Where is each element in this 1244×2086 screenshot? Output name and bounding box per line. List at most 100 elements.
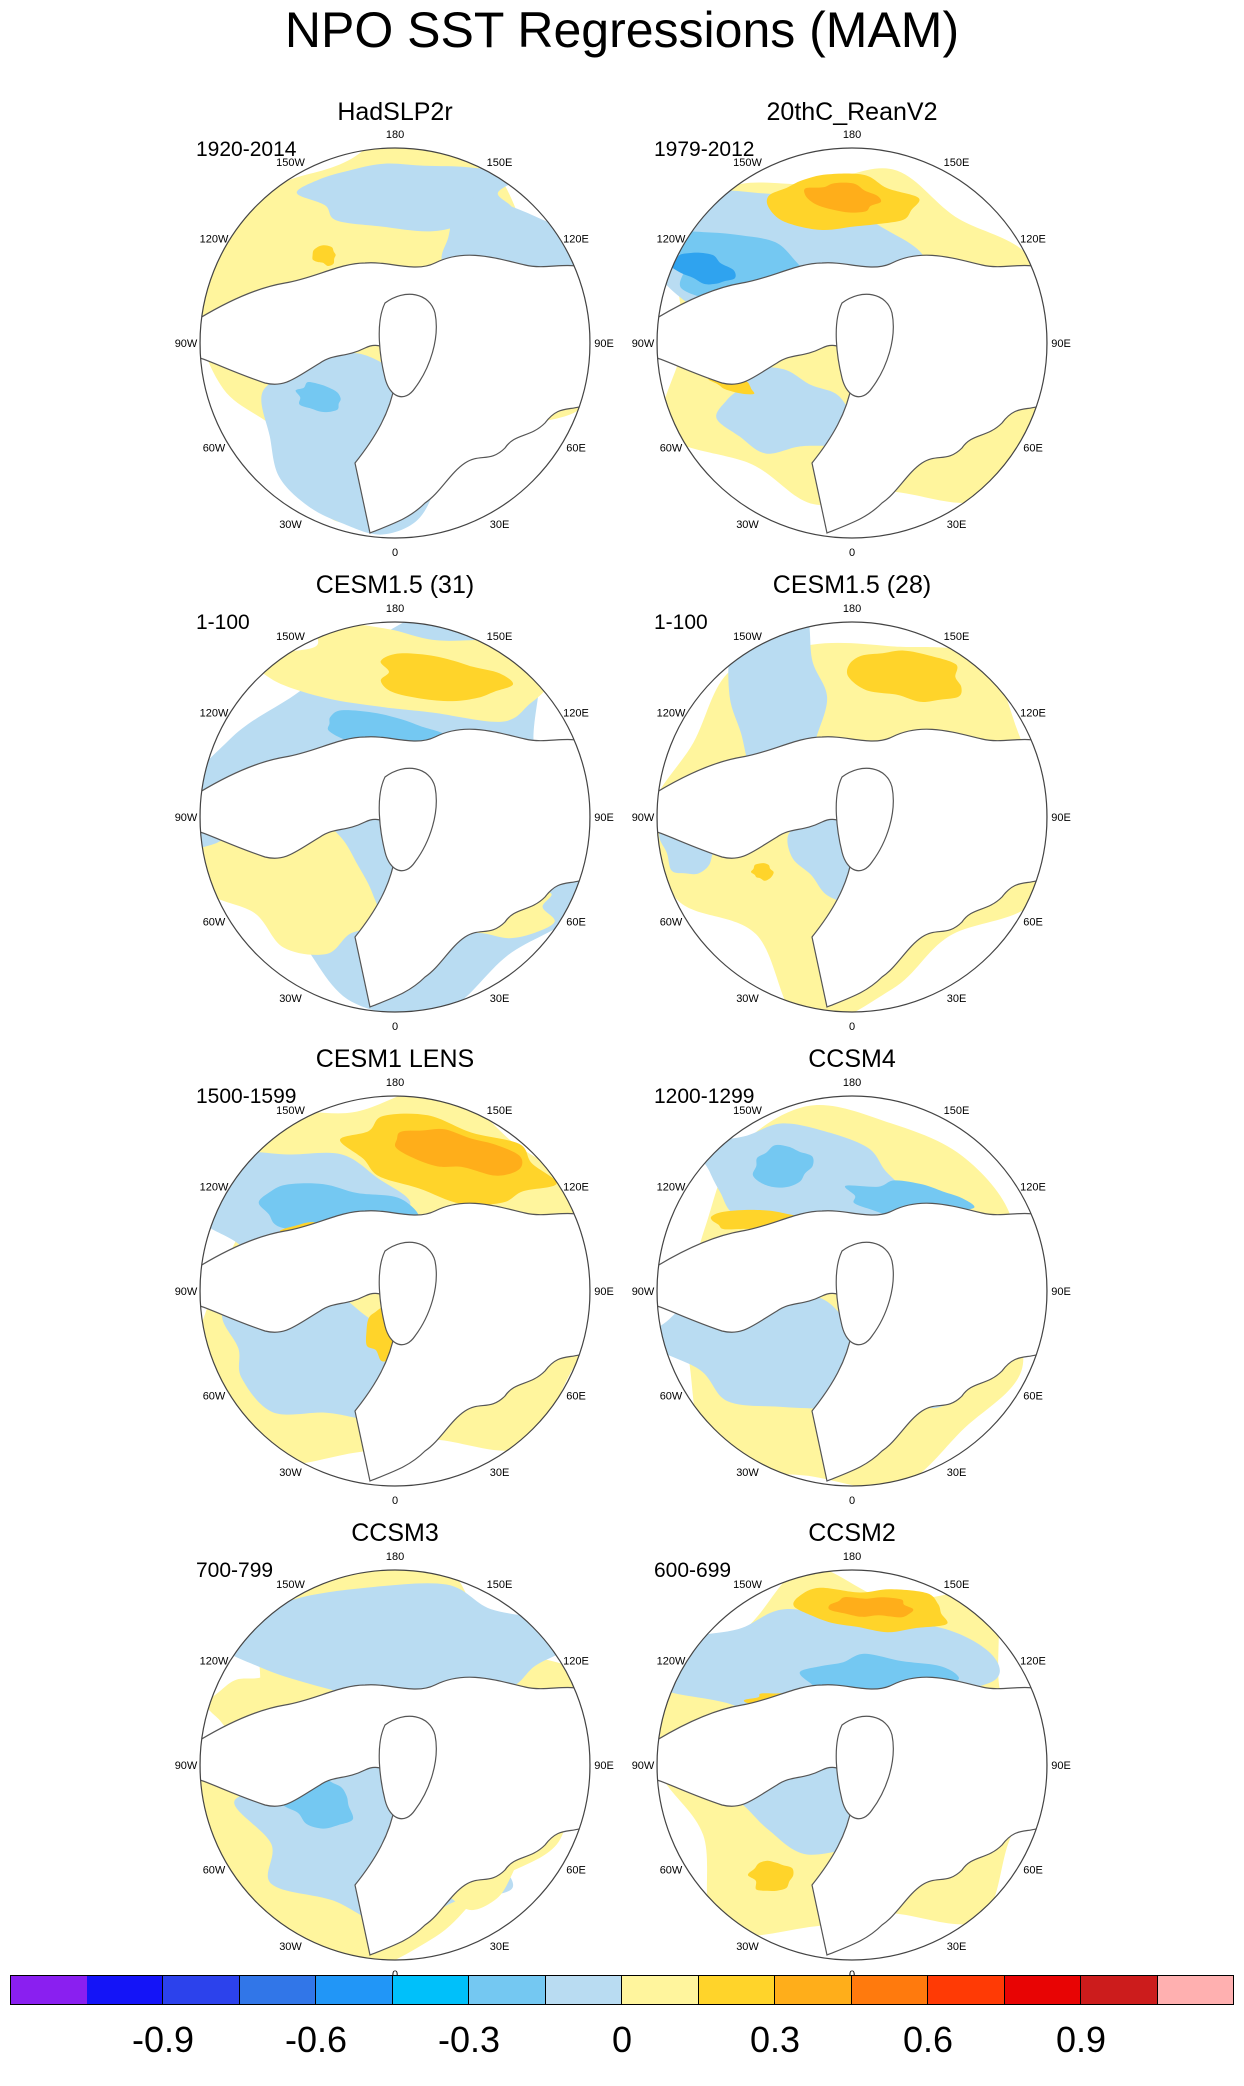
panel-title: CESM1 LENS <box>315 1045 475 1073</box>
anomaly-region <box>747 1860 794 1891</box>
anomaly-region <box>716 366 867 454</box>
colorbar-box <box>1004 1975 1081 2005</box>
map-border <box>656 147 1048 539</box>
panel-period: 1979-2012 <box>654 138 755 161</box>
panel-period: 1-100 <box>654 611 708 634</box>
longitude-label: 0 <box>849 1495 855 1507</box>
longitude-label: 180 <box>386 129 404 141</box>
longitude-label: 90E <box>1051 1760 1071 1772</box>
anomaly-region <box>828 1597 914 1618</box>
colorbar-label: -0.6 <box>284 2019 348 2060</box>
anomaly-region <box>804 182 882 213</box>
longitude-label: 150E <box>487 631 513 643</box>
longitude-label: 0 <box>849 547 855 559</box>
colorbar-box <box>392 1975 469 2005</box>
anomaly-region <box>846 650 962 702</box>
longitude-label: 180 <box>386 1551 404 1563</box>
longitude-label: 120W <box>657 1182 686 1194</box>
longitude-label: 150E <box>487 1105 513 1117</box>
longitude-label: 30E <box>490 1467 510 1479</box>
longitude-label: 90W <box>175 1286 198 1298</box>
colorbar-label: 0 <box>611 2019 633 2060</box>
longitude-label: 30W <box>279 993 302 1005</box>
longitude-label: 60E <box>566 917 586 929</box>
greenland-land <box>378 1715 437 1820</box>
anomaly-region <box>295 381 341 413</box>
longitude-label: 30E <box>490 519 510 531</box>
colorbar-box <box>10 1975 88 2005</box>
longitude-label: 150W <box>733 631 762 643</box>
longitude-label: 120W <box>657 708 686 720</box>
longitude-label: 120E <box>563 234 589 246</box>
longitude-label: 30W <box>736 1467 759 1479</box>
longitude-label: 90W <box>632 1286 655 1298</box>
longitude-label: 30W <box>736 1941 759 1953</box>
colorbar-box <box>239 1975 316 2005</box>
longitude-label: 30E <box>490 993 510 1005</box>
greenland-land <box>378 767 437 872</box>
longitude-label: 90E <box>1051 1286 1071 1298</box>
longitude-label: 30E <box>947 1941 967 1953</box>
longitude-label: 120E <box>1020 234 1046 246</box>
longitude-label: 120W <box>200 234 229 246</box>
longitude-label: 30W <box>736 519 759 531</box>
longitude-label: 60E <box>566 1391 586 1403</box>
longitude-label: 30W <box>736 993 759 1005</box>
longitude-label: 180 <box>843 129 861 141</box>
greenland-land <box>835 767 894 872</box>
colorbar-label: 0.9 <box>1055 2019 1107 2060</box>
longitude-label: 30E <box>947 993 967 1005</box>
panel-period: 700-799 <box>196 1559 274 1582</box>
longitude-label: 60W <box>660 1865 683 1877</box>
panel-title: CCSM4 <box>808 1045 896 1073</box>
longitude-label: 180 <box>386 603 404 615</box>
panel-period: 600-699 <box>654 1559 732 1582</box>
longitude-label: 120W <box>200 708 229 720</box>
anomaly-region <box>670 252 736 285</box>
map-border <box>199 1095 591 1487</box>
longitude-label: 90E <box>594 1286 614 1298</box>
longitude-label: 180 <box>843 1551 861 1563</box>
colorbar-label: 0.6 <box>902 2019 954 2060</box>
longitude-label: 180 <box>843 1077 861 1089</box>
colorbar-box <box>775 1975 852 2005</box>
longitude-label: 60W <box>203 1865 226 1877</box>
longitude-label: 60E <box>566 443 586 455</box>
longitude-label: 60E <box>1023 917 1043 929</box>
panel-title: CCSM2 <box>808 1519 896 1547</box>
colorbar-box <box>622 1975 699 2005</box>
colorbar-box <box>86 1975 163 2005</box>
longitude-label: 120W <box>200 1182 229 1194</box>
colorbar-box <box>316 1975 393 2005</box>
longitude-label: 150W <box>276 1579 305 1591</box>
anomaly-region <box>380 653 514 702</box>
longitude-label: 60W <box>660 1391 683 1403</box>
panel-period: 1500-1599 <box>196 1085 297 1108</box>
longitude-label: 60W <box>660 443 683 455</box>
colorbar-box <box>545 1975 622 2005</box>
map-border <box>199 1569 591 1961</box>
longitude-label: 150W <box>733 1105 762 1117</box>
longitude-label: 150E <box>944 1579 970 1591</box>
longitude-label: 150W <box>733 157 762 169</box>
panel-title: CESM1.5 (28) <box>772 571 932 599</box>
longitude-label: 90E <box>1051 338 1071 350</box>
colorbar-box <box>698 1975 775 2005</box>
greenland-land <box>835 1715 894 1820</box>
longitude-label: 120E <box>563 1182 589 1194</box>
longitude-label: 30W <box>279 1941 302 1953</box>
longitude-label: 30W <box>279 519 302 531</box>
anomaly-region <box>312 245 336 267</box>
longitude-label: 30E <box>490 1941 510 1953</box>
panel-period: 1920-2014 <box>196 138 297 161</box>
longitude-label: 120W <box>200 1656 229 1668</box>
longitude-label: 0 <box>849 1021 855 1033</box>
colorbar-label: -0.9 <box>131 2019 195 2060</box>
longitude-label: 120E <box>1020 1656 1046 1668</box>
longitude-label: 60E <box>1023 1865 1043 1877</box>
longitude-label: 60W <box>203 917 226 929</box>
panel-title: 20thC_ReanV2 <box>766 98 938 126</box>
